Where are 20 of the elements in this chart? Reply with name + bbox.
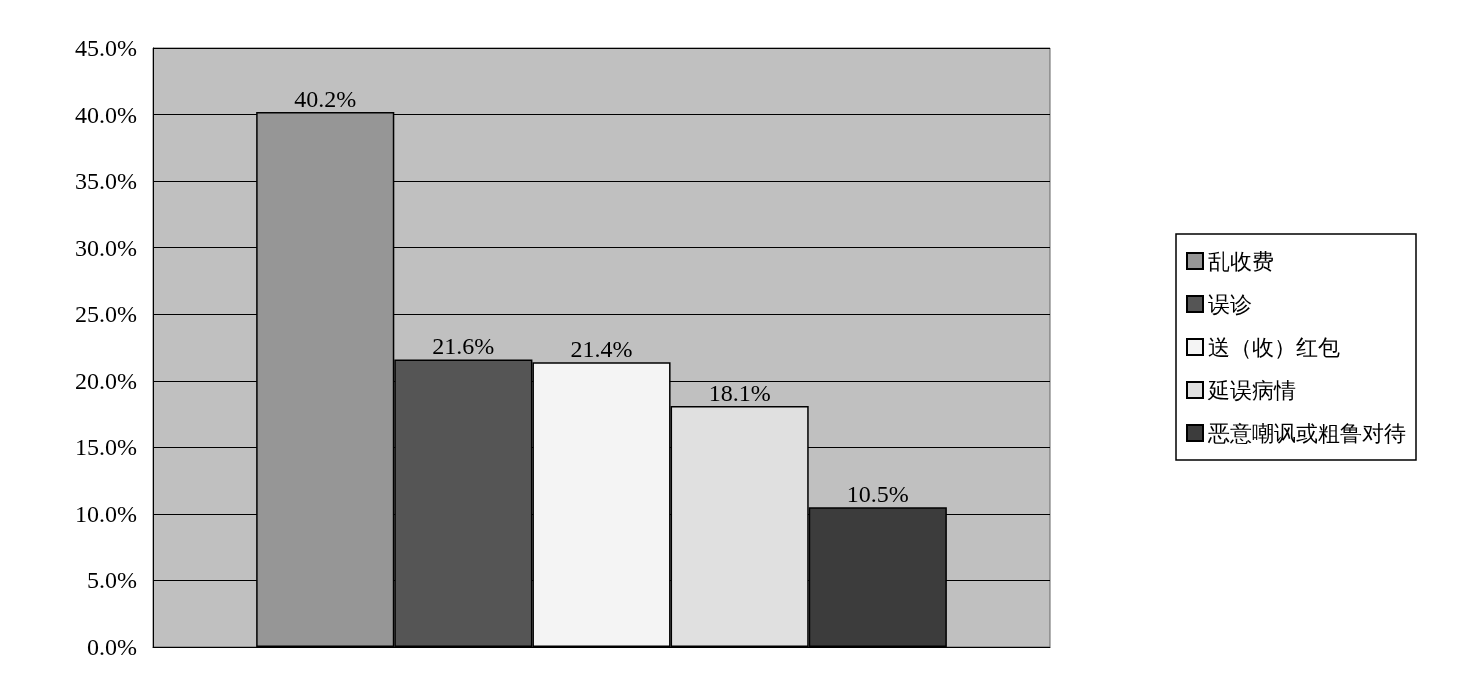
- legend-label: 恶意嘲讽或粗鲁对待: [1207, 420, 1406, 446]
- y-tick-label: 40.0%: [75, 101, 137, 128]
- y-tick-label: 35.0%: [75, 168, 137, 195]
- legend-label: 误诊: [1208, 291, 1252, 317]
- data-label: 21.4%: [570, 336, 633, 363]
- y-tick-label: 25.0%: [75, 301, 137, 328]
- data-label: 21.6%: [432, 333, 495, 360]
- y-tick-label: 30.0%: [75, 234, 137, 261]
- data-label: 10.5%: [846, 481, 909, 508]
- y-tick-label: 0.0%: [87, 634, 137, 660]
- data-label: 40.2%: [294, 85, 357, 112]
- legend-label: 送（收）红包: [1208, 334, 1340, 360]
- y-tick-label: 10.0%: [75, 500, 137, 527]
- y-tick-label: 5.0%: [87, 567, 137, 594]
- y-tick-label: 45.0%: [75, 35, 137, 61]
- y-tick-label: 20.0%: [75, 367, 137, 394]
- legend-label: 延误病情: [1207, 377, 1296, 403]
- legend-label: 乱收费: [1208, 248, 1274, 274]
- data-label: 18.1%: [708, 380, 771, 407]
- y-tick-label: 15.0%: [75, 434, 137, 461]
